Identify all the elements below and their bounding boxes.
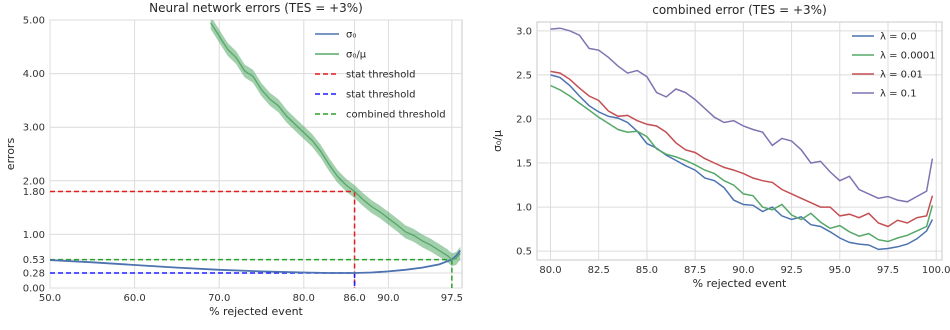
x-tick-label: 95.0	[829, 265, 851, 276]
y-axis-label: σ₀/μ	[491, 130, 504, 152]
series-line-2	[550, 70, 934, 228]
legend-label: σ₀/μ	[346, 50, 367, 61]
legend-label: λ = 0.1	[880, 89, 917, 100]
x-tick-labels: 80.0 82.5 85.0 87.5 90.0 92.5 95.0 97.5 100.0	[539, 265, 950, 276]
legend-label: stat threshold	[346, 90, 415, 101]
y-tick-label: 1.80	[23, 187, 45, 198]
x-tick-labels: 50.0 60.0 70.0 80.0 86.0 90.0 97.5	[39, 293, 463, 304]
x-tick-label: 82.5	[588, 265, 610, 276]
legend-label: combined threshold	[346, 110, 446, 121]
y-tick-label: 5.00	[23, 16, 45, 27]
y-tick-label: 0.28	[23, 268, 45, 279]
chart-left: 50.0 60.0 70.0 80.0 86.0 90.0 97.5 0.00 0.28 0.5…	[4, 1, 463, 318]
x-tick-label: 90.0	[732, 265, 754, 276]
y-tick-label: 0.53	[23, 255, 45, 266]
series-line-0	[50, 249, 462, 274]
series-lines	[550, 27, 934, 251]
series-line-3	[550, 27, 934, 203]
legend: σ₀ σ₀/μ stat threshold stat threshold combin…	[315, 30, 446, 121]
x-tick-label: 97.5	[441, 293, 463, 304]
series-line-1	[550, 84, 934, 243]
x-tick-label: 100.0	[922, 265, 950, 276]
legend-label: λ = 0.0001	[880, 51, 936, 62]
x-tick-label: 90.0	[377, 293, 399, 304]
x-tick-label: 85.0	[636, 265, 658, 276]
y-tick-labels: 0.5 1.0 1.5 2.0 2.5 3.0	[516, 26, 532, 257]
y-tick-label: 2.5	[516, 70, 532, 81]
y-axis-label: errors	[4, 138, 17, 171]
legend-label: λ = 0.0	[880, 32, 917, 43]
x-tick-label: 80.0	[539, 265, 561, 276]
legend: λ = 0.0 λ = 0.0001 λ = 0.01 λ = 0.1	[852, 32, 936, 100]
x-tick-label: 60.0	[123, 293, 145, 304]
chart-title: Neural network errors (TES = +3%)	[149, 1, 363, 15]
x-tick-label: 86.0	[343, 293, 365, 304]
x-tick-label: 92.5	[780, 265, 802, 276]
y-tick-label: 2.00	[23, 176, 45, 187]
x-tick-label: 50.0	[39, 293, 61, 304]
x-tick-label: 70.0	[208, 293, 230, 304]
plot-area	[49, 19, 463, 289]
y-tick-label: 1.5	[516, 159, 532, 170]
plot-area	[536, 21, 943, 261]
y-tick-label: 0.00	[23, 284, 45, 295]
series-lines	[50, 22, 462, 274]
y-tick-label: 3.0	[516, 26, 532, 37]
x-tick-label: 97.5	[877, 265, 899, 276]
y-tick-labels: 0.00 0.28 0.53 1.00 1.802.00 3.00 4.00 5.00	[23, 16, 45, 295]
threshold-lines	[50, 190, 453, 288]
chart-right: 80.0 82.5 85.0 87.5 90.0 92.5 95.0 97.5 100.0 0.…	[491, 3, 950, 290]
y-tick-label: 1.00	[23, 230, 45, 241]
legend-label: λ = 0.01	[880, 70, 923, 81]
y-tick-label: 0.5	[516, 247, 532, 258]
series-line-1	[210, 22, 461, 261]
legend-label: stat threshold	[346, 70, 415, 81]
y-tick-label: 3.00	[23, 123, 45, 134]
y-tick-label: 1.0	[516, 203, 532, 214]
chart-title: combined error (TES = +3%)	[652, 3, 827, 17]
x-axis-label: % rejected event	[693, 277, 787, 290]
series-line-0	[550, 74, 934, 251]
x-tick-label: 87.5	[684, 265, 706, 276]
x-axis-label: % rejected event	[209, 305, 303, 318]
y-tick-label: 2.0	[516, 114, 532, 125]
grid	[537, 22, 942, 260]
x-tick-label: 80.0	[293, 293, 315, 304]
legend-label: σ₀	[346, 30, 356, 41]
y-tick-label: 4.00	[23, 69, 45, 80]
